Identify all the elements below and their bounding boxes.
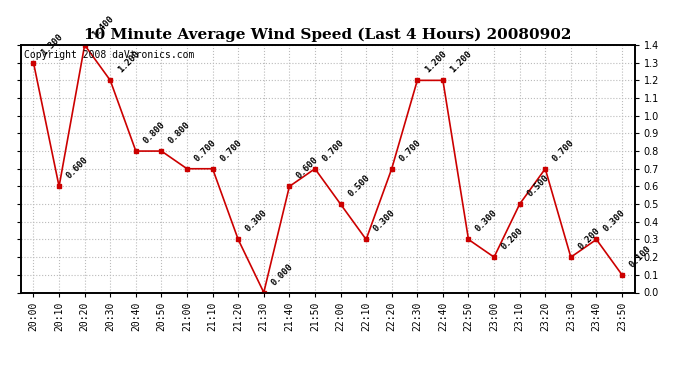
Text: 0.600: 0.600: [65, 156, 90, 181]
Text: 0.100: 0.100: [628, 244, 653, 269]
Text: 0.200: 0.200: [576, 226, 602, 252]
Text: 0.300: 0.300: [244, 209, 269, 234]
Text: 0.700: 0.700: [551, 138, 576, 163]
Text: 0.800: 0.800: [141, 120, 167, 146]
Text: 1.200: 1.200: [116, 50, 141, 75]
Text: 0.700: 0.700: [193, 138, 218, 163]
Text: 1.200: 1.200: [423, 50, 448, 75]
Text: 0.200: 0.200: [500, 226, 525, 252]
Text: 1.300: 1.300: [39, 32, 64, 57]
Text: 0.300: 0.300: [602, 209, 627, 234]
Text: Copyright 2008 daVtronics.com: Copyright 2008 daVtronics.com: [23, 50, 194, 60]
Text: 0.700: 0.700: [218, 138, 244, 163]
Text: 0.500: 0.500: [346, 173, 371, 198]
Text: 0.600: 0.600: [295, 156, 320, 181]
Text: 0.300: 0.300: [372, 209, 397, 234]
Text: 1.400: 1.400: [90, 14, 116, 39]
Text: 0.000: 0.000: [269, 262, 295, 287]
Text: 0.800: 0.800: [167, 120, 193, 146]
Text: 0.300: 0.300: [474, 209, 500, 234]
Text: 0.500: 0.500: [525, 173, 551, 198]
Text: 0.700: 0.700: [321, 138, 346, 163]
Text: 0.700: 0.700: [397, 138, 423, 163]
Text: 1.200: 1.200: [448, 50, 474, 75]
Title: 10 Minute Average Wind Speed (Last 4 Hours) 20080902: 10 Minute Average Wind Speed (Last 4 Hou…: [84, 28, 571, 42]
